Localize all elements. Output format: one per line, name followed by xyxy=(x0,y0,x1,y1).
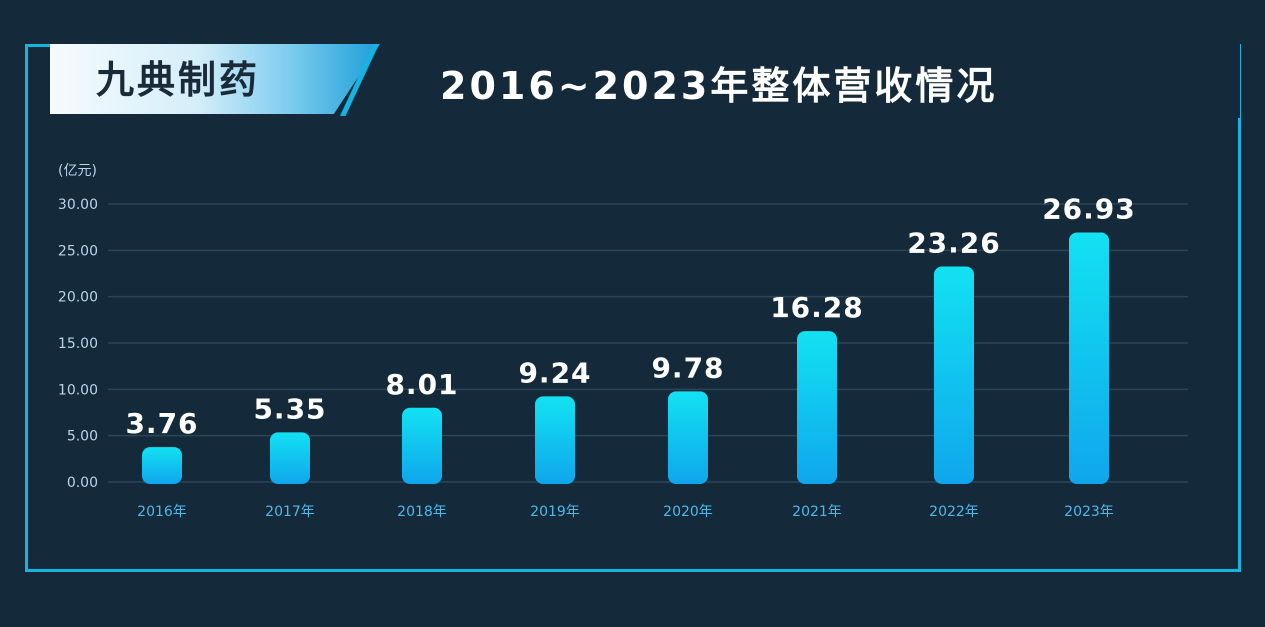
y-tick-label: 5.00 xyxy=(67,429,98,445)
x-tick-label: 2017年 xyxy=(265,504,315,520)
y-tick-label: 30.00 xyxy=(58,197,98,213)
brand-tab xyxy=(50,44,380,114)
value-label: 9.78 xyxy=(651,351,724,384)
x-tick-label: 2023年 xyxy=(1064,504,1114,520)
value-label: 3.76 xyxy=(125,407,198,440)
x-tick-label: 2018年 xyxy=(397,504,447,520)
bar-2022年 xyxy=(934,266,974,484)
bar-2020年 xyxy=(668,391,708,484)
x-tick-label: 2021年 xyxy=(792,504,842,520)
bar-2021年 xyxy=(797,331,837,484)
y-tick-label: 10.00 xyxy=(58,382,98,398)
value-label: 26.93 xyxy=(1042,192,1136,225)
title-background xyxy=(300,40,1240,118)
x-tick-label: 2020年 xyxy=(663,504,713,520)
y-axis-unit: (亿元) xyxy=(58,163,97,179)
bar-2023年 xyxy=(1069,232,1109,484)
y-tick-label: 15.00 xyxy=(58,336,98,352)
y-tick-label: 25.00 xyxy=(58,243,98,259)
chart-title: 2016~2023年整体营收情况 xyxy=(440,64,998,108)
value-label: 9.24 xyxy=(518,356,591,389)
bar-2016年 xyxy=(142,447,182,484)
value-label: 5.35 xyxy=(253,392,326,425)
title-slant-decoration xyxy=(330,44,390,116)
x-tick-label: 2019年 xyxy=(530,504,580,520)
x-tick-label: 2022年 xyxy=(929,504,979,520)
bar-2019年 xyxy=(535,396,575,484)
brand-name: 九典制药 xyxy=(96,58,261,102)
value-label: 23.26 xyxy=(907,226,1001,259)
y-tick-label: 0.00 xyxy=(67,475,98,491)
bar-2017年 xyxy=(270,432,310,484)
bar-2018年 xyxy=(402,407,442,484)
x-tick-label: 2016年 xyxy=(137,504,187,520)
y-tick-label: 20.00 xyxy=(58,290,98,306)
value-label: 16.28 xyxy=(770,291,864,324)
value-label: 8.01 xyxy=(385,368,458,401)
